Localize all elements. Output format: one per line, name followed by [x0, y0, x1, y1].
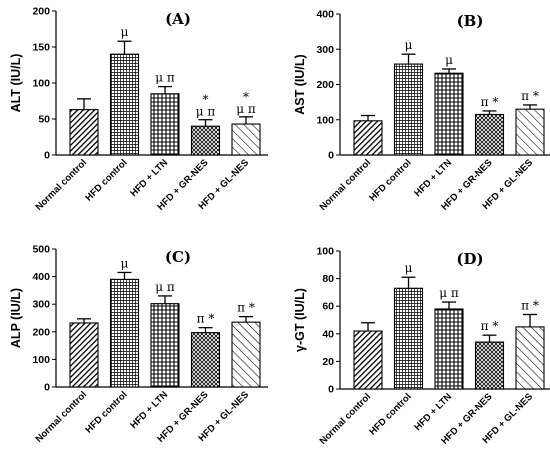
y-tick-label: 20	[322, 356, 334, 368]
x-category-label: Normal control	[34, 157, 90, 213]
bar-0	[69, 322, 99, 388]
x-category-label: HFD control	[83, 389, 129, 435]
panel-title: (B)	[457, 12, 484, 30]
y-tick-label: 100	[32, 354, 50, 366]
bar-4	[231, 321, 261, 388]
significance-label: π *	[481, 319, 499, 333]
y-axis-label: ALT (IU/L)	[9, 54, 23, 113]
significance-label: μ	[405, 38, 413, 52]
significance-label: μ π	[155, 71, 175, 85]
y-tick-label: 400	[32, 271, 50, 283]
bar-2	[434, 72, 464, 156]
bar-1	[393, 63, 424, 156]
bar-2	[150, 93, 180, 156]
panel-title: (D)	[456, 250, 483, 268]
y-tick-label: 200	[32, 326, 50, 338]
x-category-label: HFD + LTN	[412, 157, 454, 199]
significance-label: π *	[481, 95, 499, 109]
significance-label: μ π	[439, 286, 459, 300]
y-tick-label: 100	[316, 246, 334, 258]
significance-star: *	[203, 93, 209, 107]
significance-label: μ π	[196, 105, 216, 119]
bar-1	[109, 53, 140, 156]
y-tick-label: 60	[322, 301, 334, 313]
significance-label: μ	[405, 261, 413, 275]
y-tick-label: 40	[322, 328, 334, 340]
chart-panel-0: 0 50 100 150 200 ALT (IU/L) (A) Normal control μ…	[9, 6, 268, 213]
bar-3	[474, 113, 505, 156]
y-axis-label: γ-GT (IU/L)	[293, 288, 307, 352]
bar-3	[474, 341, 505, 390]
y-tick-label: 100	[316, 114, 334, 126]
y-tick-label: 400	[316, 9, 334, 21]
y-tick-label: 100	[32, 78, 50, 90]
y-tick-label: 50	[38, 114, 50, 126]
y-tick-label: 200	[32, 6, 50, 18]
panel-title: (C)	[165, 248, 191, 266]
significance-label: μ π	[155, 280, 175, 294]
bar-1	[109, 278, 140, 388]
y-tick-label: 200	[316, 79, 334, 91]
y-tick-label: 0	[44, 150, 50, 162]
chart-panel-3: 0 20 40 60 80 100 γ-GT (IU/L) (D) Normal control…	[293, 246, 550, 447]
bar-0	[69, 109, 99, 156]
bar-2	[434, 308, 464, 390]
bar-4	[515, 108, 545, 156]
bar-3	[190, 332, 221, 388]
y-axis-label: ALP (IU/L)	[9, 288, 23, 348]
bar-1	[393, 287, 424, 390]
bar-4	[231, 123, 261, 156]
significance-label: μ π	[236, 102, 256, 116]
significance-label: μ	[445, 53, 453, 67]
y-tick-label: 0	[328, 384, 334, 396]
bar-2	[150, 303, 180, 388]
significance-label: μ	[121, 256, 129, 270]
y-tick-label: 150	[32, 42, 50, 54]
chart-panel-1: 0 100 200 300 400 AST (IU/L) (B) Normal control…	[293, 9, 550, 213]
x-category-label: Normal control	[34, 389, 90, 445]
chart-panel-2: 0 100 200 300 400 500 ALP (IU/L) (C) Normal cont…	[9, 244, 268, 445]
significance-label: π *	[521, 298, 539, 312]
x-category-label: Normal control	[318, 391, 374, 447]
bar-3	[190, 125, 221, 156]
x-category-label: HFD control	[367, 391, 413, 437]
significance-label: π *	[237, 301, 255, 315]
x-category-label: HFD control	[367, 157, 413, 203]
significance-label: μ	[121, 25, 129, 39]
significance-label: π *	[521, 89, 539, 103]
y-tick-label: 80	[322, 273, 334, 285]
x-category-label: HFD control	[83, 157, 129, 203]
x-category-label: HFD + LTN	[128, 389, 170, 431]
y-tick-label: 0	[328, 150, 334, 162]
panel-title: (A)	[165, 10, 191, 28]
x-category-label: HFD + LTN	[412, 391, 454, 433]
x-category-label: Normal control	[318, 157, 374, 213]
significance-star: *	[243, 90, 249, 104]
bar-0	[353, 330, 383, 390]
y-tick-label: 300	[316, 44, 334, 56]
y-axis-label: AST (IU/L)	[293, 54, 307, 114]
significance-label: π *	[197, 312, 215, 326]
bar-0	[353, 120, 383, 156]
y-tick-label: 0	[44, 382, 50, 394]
x-category-label: HFD + LTN	[128, 157, 170, 199]
y-tick-label: 500	[32, 244, 50, 256]
bar-4	[515, 326, 545, 390]
y-tick-label: 300	[32, 299, 50, 311]
